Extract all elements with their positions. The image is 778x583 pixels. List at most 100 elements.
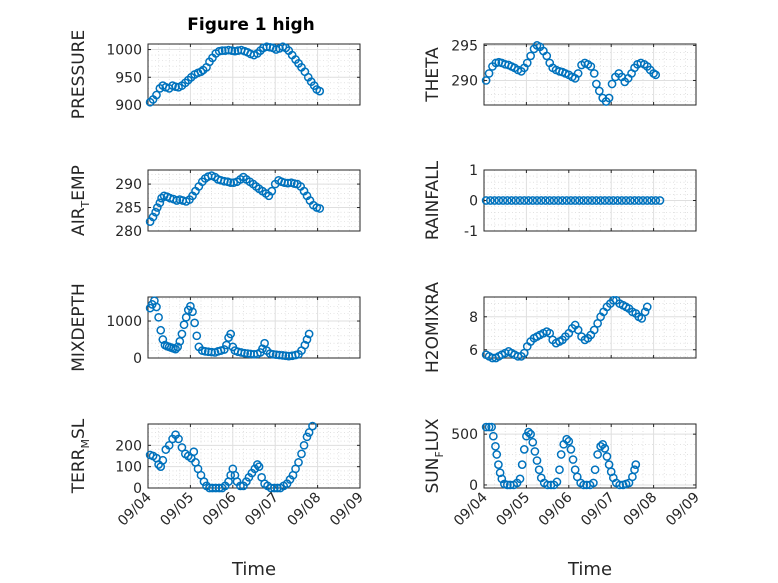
y-tick-label: 900 xyxy=(115,98,142,114)
data-point xyxy=(655,196,665,205)
data-point xyxy=(243,349,252,358)
data-point xyxy=(188,307,197,317)
data-point xyxy=(302,432,312,442)
data-point xyxy=(177,443,187,452)
data-point xyxy=(556,450,566,459)
data-point xyxy=(586,62,596,71)
data-point xyxy=(283,178,293,188)
data-point xyxy=(651,196,661,205)
data-point xyxy=(524,196,533,205)
data-point xyxy=(573,69,583,78)
data-point xyxy=(315,204,325,213)
data-point xyxy=(278,351,288,360)
data-point xyxy=(642,302,652,312)
y-tick-label: 285 xyxy=(115,201,142,217)
data-point xyxy=(484,69,494,78)
data-point xyxy=(625,196,635,205)
data-point xyxy=(519,445,529,454)
data-point xyxy=(240,348,250,358)
data-point xyxy=(530,447,540,456)
x-tick-label: 09/09 xyxy=(663,490,703,530)
data-point xyxy=(526,429,535,439)
data-point xyxy=(267,186,277,196)
axes-frame xyxy=(147,169,361,232)
data-point xyxy=(219,345,229,354)
data-point xyxy=(583,196,593,205)
y-tick-label: 950 xyxy=(115,70,142,86)
data-point xyxy=(299,440,309,450)
data-point xyxy=(494,196,504,205)
axes-frame xyxy=(147,43,361,106)
data-point xyxy=(541,196,550,205)
data-point xyxy=(552,477,562,487)
axes-h2omixra: 6 8 H2OMIXRA xyxy=(423,282,697,373)
data-point xyxy=(250,464,260,474)
axes-theta: 290 295 THETA xyxy=(423,38,697,106)
data-point xyxy=(602,452,612,461)
data-point xyxy=(207,347,216,357)
data-point xyxy=(592,79,601,89)
x-tick-label: 09/09 xyxy=(327,490,367,530)
data-point xyxy=(275,350,284,360)
data-point xyxy=(604,93,614,103)
data-point xyxy=(315,86,325,96)
axes-mixdepth: 0 1000 MIXDEPTH xyxy=(69,283,361,372)
data-point xyxy=(192,331,202,341)
data-point xyxy=(486,196,495,205)
data-point xyxy=(568,455,578,464)
axes-rainfall: -1 0 1 RAINFALL xyxy=(423,160,697,240)
y-tick-label: 100 xyxy=(115,460,142,476)
data-point xyxy=(524,427,533,437)
x-axis-label: Time xyxy=(567,559,612,580)
data-point xyxy=(156,325,166,335)
data-point xyxy=(528,437,538,447)
data-point xyxy=(590,465,600,475)
y-tick-label: 280 xyxy=(115,224,142,240)
data-point xyxy=(497,474,507,484)
figure-title: Figure 1 high xyxy=(187,15,315,35)
data-point xyxy=(254,462,264,472)
data-point xyxy=(507,196,516,205)
y-axis-label-sun-flux: SUNFLUX xyxy=(423,418,446,493)
data-point xyxy=(304,329,314,339)
data-point xyxy=(634,196,644,205)
data-point xyxy=(487,422,496,432)
data-point xyxy=(205,483,214,493)
data-point xyxy=(558,196,567,205)
data-point xyxy=(570,196,580,205)
data-point xyxy=(148,212,158,222)
data-point xyxy=(519,196,529,205)
y-tick-label: 1 xyxy=(469,163,478,179)
data-point xyxy=(515,474,525,484)
data-point xyxy=(236,481,245,491)
axes-air-temp: 280 285 290 AIRTEMP xyxy=(69,165,361,240)
y-tick-label: 8 xyxy=(469,310,478,326)
data-point xyxy=(617,196,627,205)
y-axis-label-h2omixra: H2OMIXRA xyxy=(423,282,443,373)
y-tick-label: 0 xyxy=(133,481,142,497)
data-point xyxy=(562,196,572,205)
data-point xyxy=(502,196,512,205)
data-point xyxy=(492,450,502,459)
data-point xyxy=(589,325,599,335)
data-point xyxy=(600,196,610,205)
data-point xyxy=(579,480,588,490)
data-point xyxy=(526,51,535,61)
data-point xyxy=(226,329,236,339)
data-point xyxy=(564,436,574,446)
data-point xyxy=(266,483,276,493)
data-point xyxy=(545,196,555,205)
data-point xyxy=(502,480,512,490)
data-point xyxy=(158,455,168,465)
data-point xyxy=(217,46,227,56)
data-point xyxy=(566,196,576,205)
data-point xyxy=(600,444,610,453)
data-point xyxy=(491,441,500,451)
x-tick-label: 09/07 xyxy=(578,490,618,530)
data-point xyxy=(253,460,262,469)
x-tick-label: 09/07 xyxy=(242,490,282,530)
y-axis-label-terr-msl: TERRMSL xyxy=(69,418,92,494)
